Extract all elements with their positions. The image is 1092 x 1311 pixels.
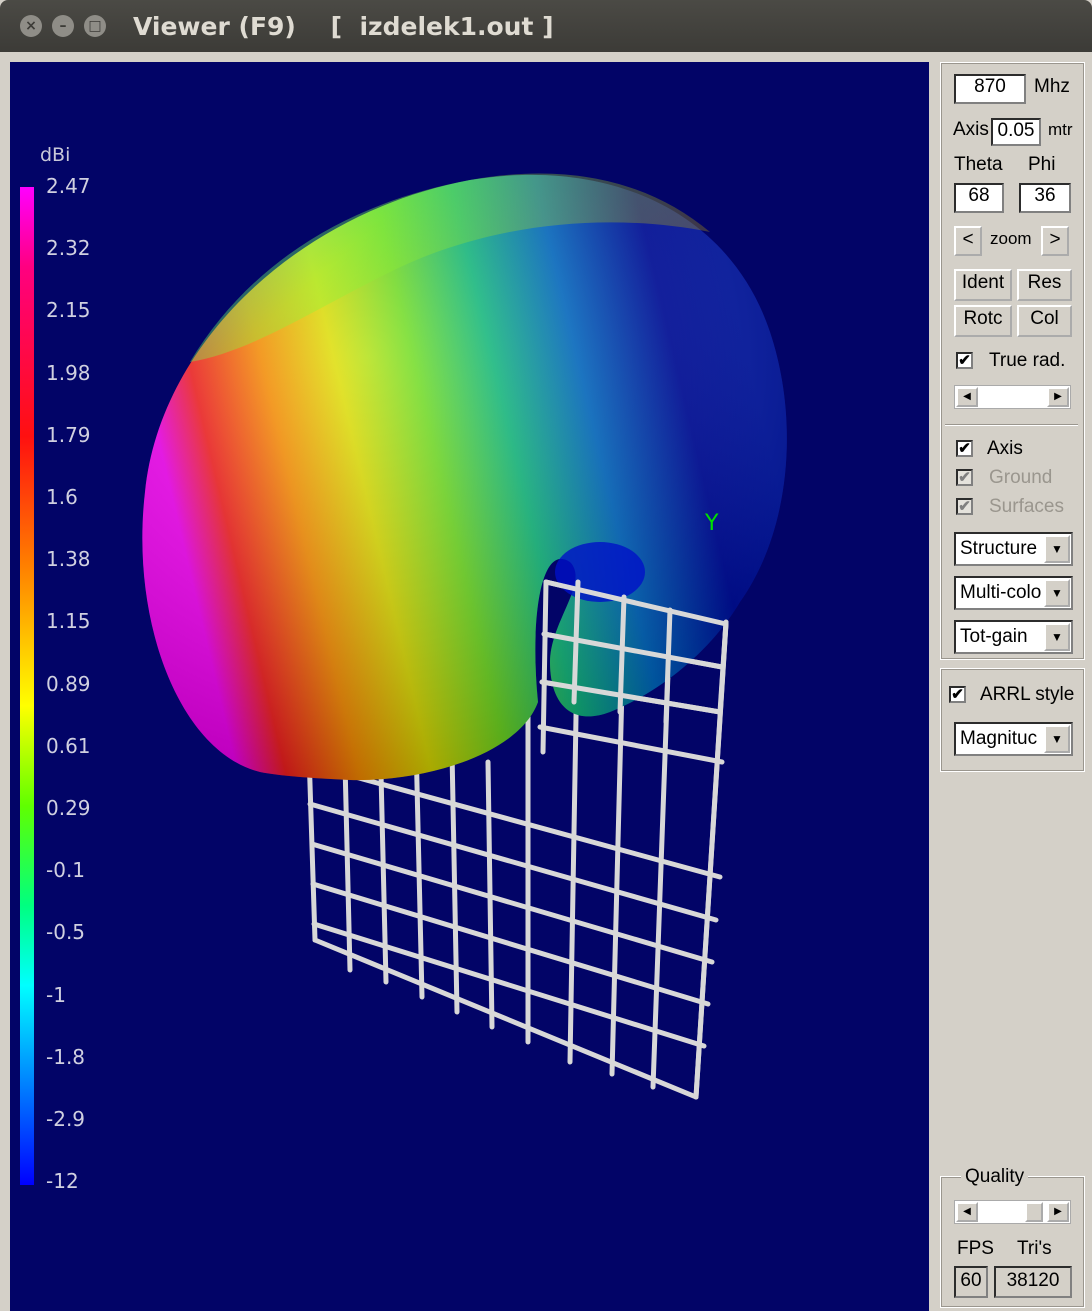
divider [945,424,1078,426]
surfaces-checkbox[interactable]: ✔ [956,498,973,515]
axis-size-unit: mtr [1048,120,1073,139]
chevron-down-icon[interactable]: ▼ [1044,579,1070,607]
phi-input[interactable]: 36 [1019,183,1071,213]
chevron-down-icon[interactable]: ▼ [1044,623,1070,651]
radiation-pattern-render: Y [142,173,787,1100]
tris-label: Tri's [1017,1238,1052,1259]
phi-label: Phi [1028,154,1056,175]
scale-label: 0.61 [46,733,91,758]
magnitude-dropdown-value: Magnituc [960,728,1038,749]
true-rad-checkbox[interactable]: ✔ [956,352,973,369]
scale-label: -0.5 [46,920,86,945]
maximize-icon[interactable]: □ [84,15,106,37]
col-button[interactable]: Col [1017,305,1072,337]
control-panel: 870 Mhz Axis 0.05 mtr Theta Phi 68 36 < … [937,52,1092,1311]
quality-label: Quality [961,1166,1029,1188]
window-title: Viewer (F9) [ izdelek1.out ] [133,12,554,41]
zoom-out-button[interactable]: < [954,226,982,256]
frequency-input[interactable]: 870 [954,74,1026,104]
slider-left-icon[interactable]: ◀ [956,1202,978,1222]
scale-label: 2.32 [46,236,91,261]
zoom-in-button[interactable]: > [1041,226,1069,256]
scale-label: -1.8 [46,1044,86,1069]
zoom-label: zoom [990,229,1032,248]
gain-dropdown-value: Tot-gain [960,626,1028,647]
slider-right-icon[interactable]: ▶ [1047,1202,1069,1222]
structure-dropdown-value: Structure [960,538,1038,559]
fps-value: 60 [954,1266,988,1298]
true-rad-label: True rad. [989,350,1066,371]
tris-value: 38120 [994,1266,1072,1298]
3d-viewport[interactable]: Y dBi 2.47 2.32 2.15 1.98 1.79 1.6 1.38 1.15 0.8… [10,62,929,1311]
structure-dropdown[interactable]: Structure ▼ [954,532,1073,566]
theta-input[interactable]: 68 [954,183,1004,213]
slider-left-icon[interactable]: ◀ [956,387,978,407]
scale-label: 1.15 [46,609,91,634]
scale-label: 1.6 [46,485,78,509]
rotc-button[interactable]: Rotc [954,305,1012,337]
scale-label: 1.38 [46,547,91,572]
quality-slider[interactable]: ◀ ▶ [954,1200,1071,1224]
true-rad-slider[interactable]: ◀ ▶ [954,385,1071,409]
frequency-unit: Mhz [1034,76,1070,97]
res-button[interactable]: Res [1017,269,1072,301]
scale-unit: dBi [40,144,71,166]
fps-label: FPS [957,1238,994,1259]
ident-button[interactable]: Ident [954,269,1012,301]
gain-dropdown[interactable]: Tot-gain ▼ [954,620,1073,654]
magnitude-dropdown[interactable]: Magnituc ▼ [954,722,1073,756]
scale-label: 0.29 [46,796,91,820]
title-bar: × – □ Viewer (F9) [ izdelek1.out ] [0,0,1092,52]
scale-label: 1.79 [46,422,91,447]
ground-checkbox-label: Ground [989,467,1053,488]
axis-size-input[interactable]: 0.05 [991,118,1041,146]
color-scale-bar [20,187,34,1185]
scale-label: 1.98 [46,360,91,385]
ground-checkbox[interactable]: ✔ [956,469,973,486]
y-axis-label: Y [704,511,719,536]
theta-label: Theta [954,154,1003,175]
chevron-down-icon[interactable]: ▼ [1044,725,1070,753]
scale-label: -1 [46,982,66,1007]
scale-label: -0.1 [46,858,86,883]
scale-label: -12 [46,1169,79,1194]
axis-checkbox[interactable]: ✔ [956,440,973,457]
arrl-group [940,668,1085,772]
surfaces-checkbox-label: Surfaces [989,496,1064,517]
minimize-icon[interactable]: – [52,15,74,37]
arrl-style-label: ARRL style [980,684,1075,705]
slider-right-icon[interactable]: ▶ [1047,387,1069,407]
axis-size-label: Axis [953,119,989,140]
arrl-style-checkbox[interactable]: ✔ [949,686,966,703]
color-mode-dropdown-value: Multi-colo [960,582,1042,603]
slider-thumb[interactable] [1025,1202,1043,1222]
color-mode-dropdown[interactable]: Multi-colo ▼ [954,576,1073,610]
axis-checkbox-label: Axis [987,438,1023,459]
scale-label: 2.47 [46,174,91,198]
close-icon[interactable]: × [20,15,42,37]
scale-label: 2.15 [46,298,91,323]
scale-label: 0.89 [46,671,91,696]
chevron-down-icon[interactable]: ▼ [1044,535,1070,563]
scale-label: -2.9 [46,1107,86,1131]
view-settings-group [940,62,1085,660]
